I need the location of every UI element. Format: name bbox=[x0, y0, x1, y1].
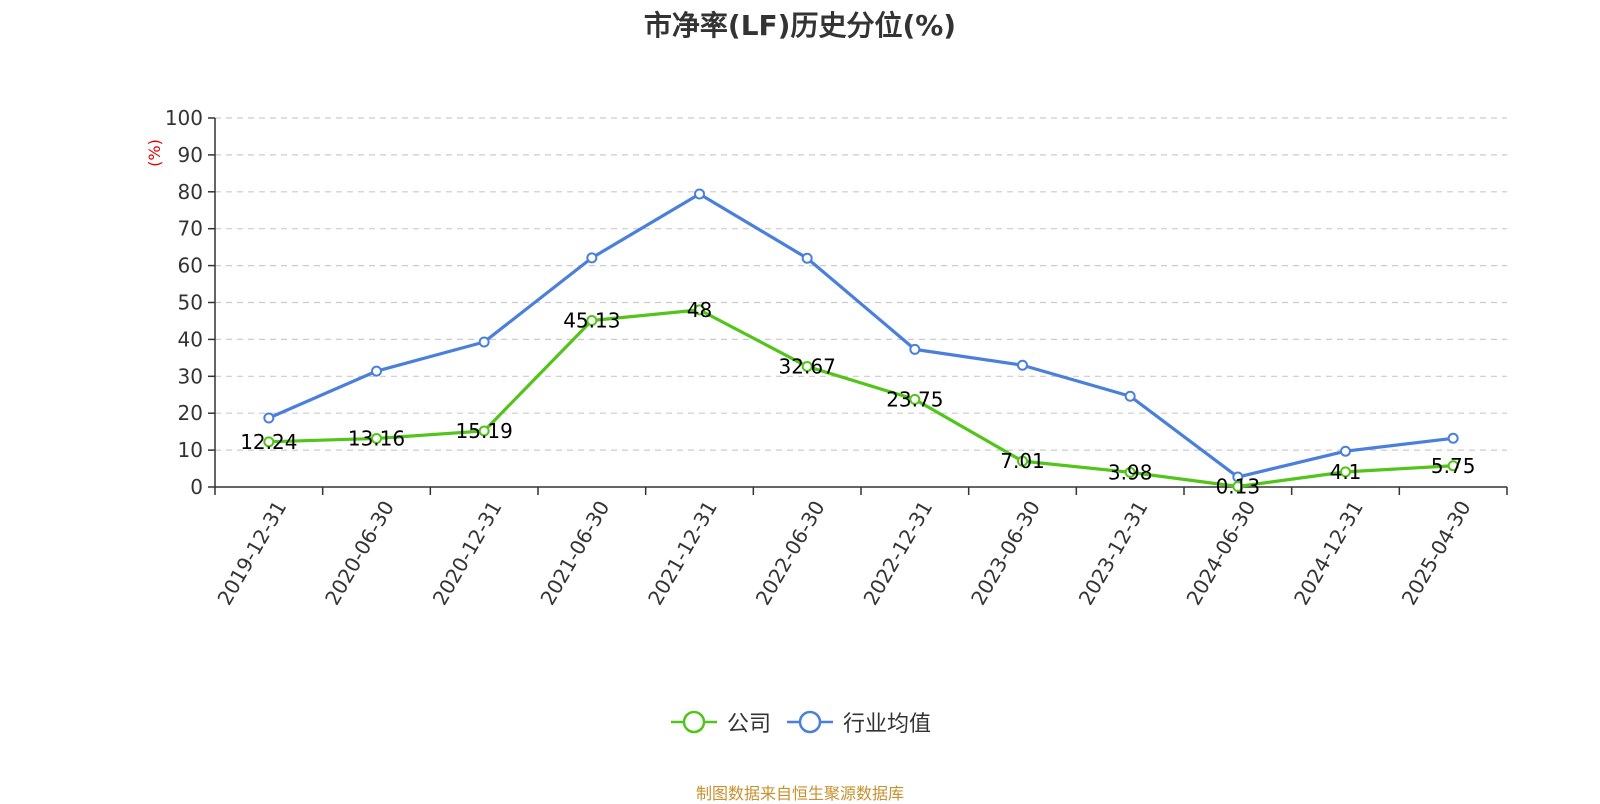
data-label: 12.24 bbox=[240, 430, 297, 454]
data-point bbox=[909, 343, 921, 355]
grid-lines bbox=[215, 117, 1507, 451]
data-point bbox=[801, 252, 813, 264]
data-point bbox=[1124, 390, 1136, 402]
x-tick-label: 2020-06-30 bbox=[320, 497, 399, 610]
data-label: 7.01 bbox=[1000, 449, 1045, 473]
data-point bbox=[1017, 455, 1028, 467]
data-point bbox=[1124, 466, 1136, 478]
y-tick-label: 80 bbox=[178, 180, 203, 204]
data-point bbox=[694, 304, 705, 316]
y-tick-label: 0 bbox=[190, 475, 203, 499]
legend-swatch-marker bbox=[682, 710, 706, 734]
x-tick-label: 2022-12-31 bbox=[858, 496, 937, 609]
y-tick-label: 10 bbox=[178, 438, 203, 462]
data-label: 0.13 bbox=[1216, 475, 1261, 499]
x-tick-label: 2025-04-30 bbox=[1397, 497, 1476, 610]
y-tick-label: 100 bbox=[165, 106, 203, 130]
data-point bbox=[263, 412, 275, 424]
data-label: 45.13 bbox=[563, 308, 620, 332]
line-chart: 0 10 20 30 40 50 60 70 80 90 100 2019-12-31 2020-06-… bbox=[145, 106, 1508, 610]
legend-label: 公司 bbox=[726, 712, 771, 737]
x-tick-label: 2020-12-31 bbox=[428, 496, 507, 609]
data-label: 5.75 bbox=[1431, 454, 1476, 478]
legend-label: 行业均值 bbox=[843, 712, 932, 737]
data-point bbox=[694, 188, 705, 200]
data-label: 13.16 bbox=[348, 426, 405, 450]
data-point bbox=[1017, 359, 1028, 371]
data-labels-layer: 12.24 13.16 15.19 45.13 48 32.67 23.75 7.01 3.98… bbox=[240, 298, 1475, 499]
x-tick-label: 2024-06-30 bbox=[1181, 497, 1260, 610]
data-point bbox=[1340, 445, 1351, 457]
x-tick-label: 2021-06-30 bbox=[535, 497, 614, 610]
source-note: 制图数据来自恒生聚源数据库 bbox=[695, 784, 904, 803]
y-tick-label: 40 bbox=[178, 327, 203, 351]
series-line-0 bbox=[268, 308, 1454, 489]
data-point bbox=[371, 365, 382, 377]
x-tick-label: 2024-12-31 bbox=[1289, 497, 1368, 610]
chart-title: 市净率(LF)历史分位(%) bbox=[643, 9, 957, 42]
x-tick-label: 2019-12-31 bbox=[212, 497, 291, 610]
legend-swatch bbox=[787, 710, 833, 734]
y-tick-label: 60 bbox=[178, 254, 203, 278]
legend-swatch-marker bbox=[798, 710, 822, 734]
y-tick-label: 30 bbox=[178, 364, 203, 388]
legend: 公司 行业均值 bbox=[0, 706, 1600, 738]
data-point bbox=[1447, 460, 1459, 472]
x-tick-label: 2021-12-31 bbox=[643, 497, 722, 610]
data-point bbox=[586, 314, 598, 326]
data-point bbox=[801, 360, 813, 372]
data-point bbox=[586, 252, 598, 264]
data-point bbox=[478, 336, 490, 348]
data-label: 48 bbox=[687, 298, 712, 322]
data-label: 15.19 bbox=[456, 419, 513, 443]
axes: 0 10 20 30 40 50 60 70 80 90 100 2019-12-31 2020-06-… bbox=[165, 106, 1508, 610]
data-point bbox=[1447, 432, 1459, 444]
data-label: 3.98 bbox=[1108, 460, 1153, 484]
data-point bbox=[1232, 481, 1244, 493]
x-tick-label: 2022-06-30 bbox=[751, 497, 830, 610]
y-tick-label: 70 bbox=[178, 217, 203, 241]
series-line-1 bbox=[268, 192, 1454, 479]
series-layer bbox=[263, 188, 1459, 493]
data-label: 32.67 bbox=[779, 354, 836, 378]
x-tick-label: 2023-12-31 bbox=[1074, 497, 1153, 610]
x-tick-label: 2023-06-30 bbox=[966, 497, 1045, 610]
data-point bbox=[263, 436, 275, 448]
y-tick-label: 20 bbox=[178, 401, 203, 425]
data-label: 4.1 bbox=[1330, 460, 1362, 484]
y-tick-label: 50 bbox=[178, 291, 203, 315]
legend-item[interactable]: 行业均值 bbox=[785, 706, 931, 738]
y-axis-unit-label: (%) bbox=[145, 139, 164, 167]
data-point bbox=[371, 432, 382, 444]
data-point bbox=[478, 425, 490, 437]
legend-item[interactable]: 公司 bbox=[669, 706, 771, 738]
data-label: 23.75 bbox=[886, 387, 943, 411]
data-point bbox=[909, 393, 921, 405]
legend-swatch bbox=[670, 710, 717, 734]
data-point bbox=[1340, 466, 1351, 478]
y-tick-label: 90 bbox=[178, 143, 203, 167]
